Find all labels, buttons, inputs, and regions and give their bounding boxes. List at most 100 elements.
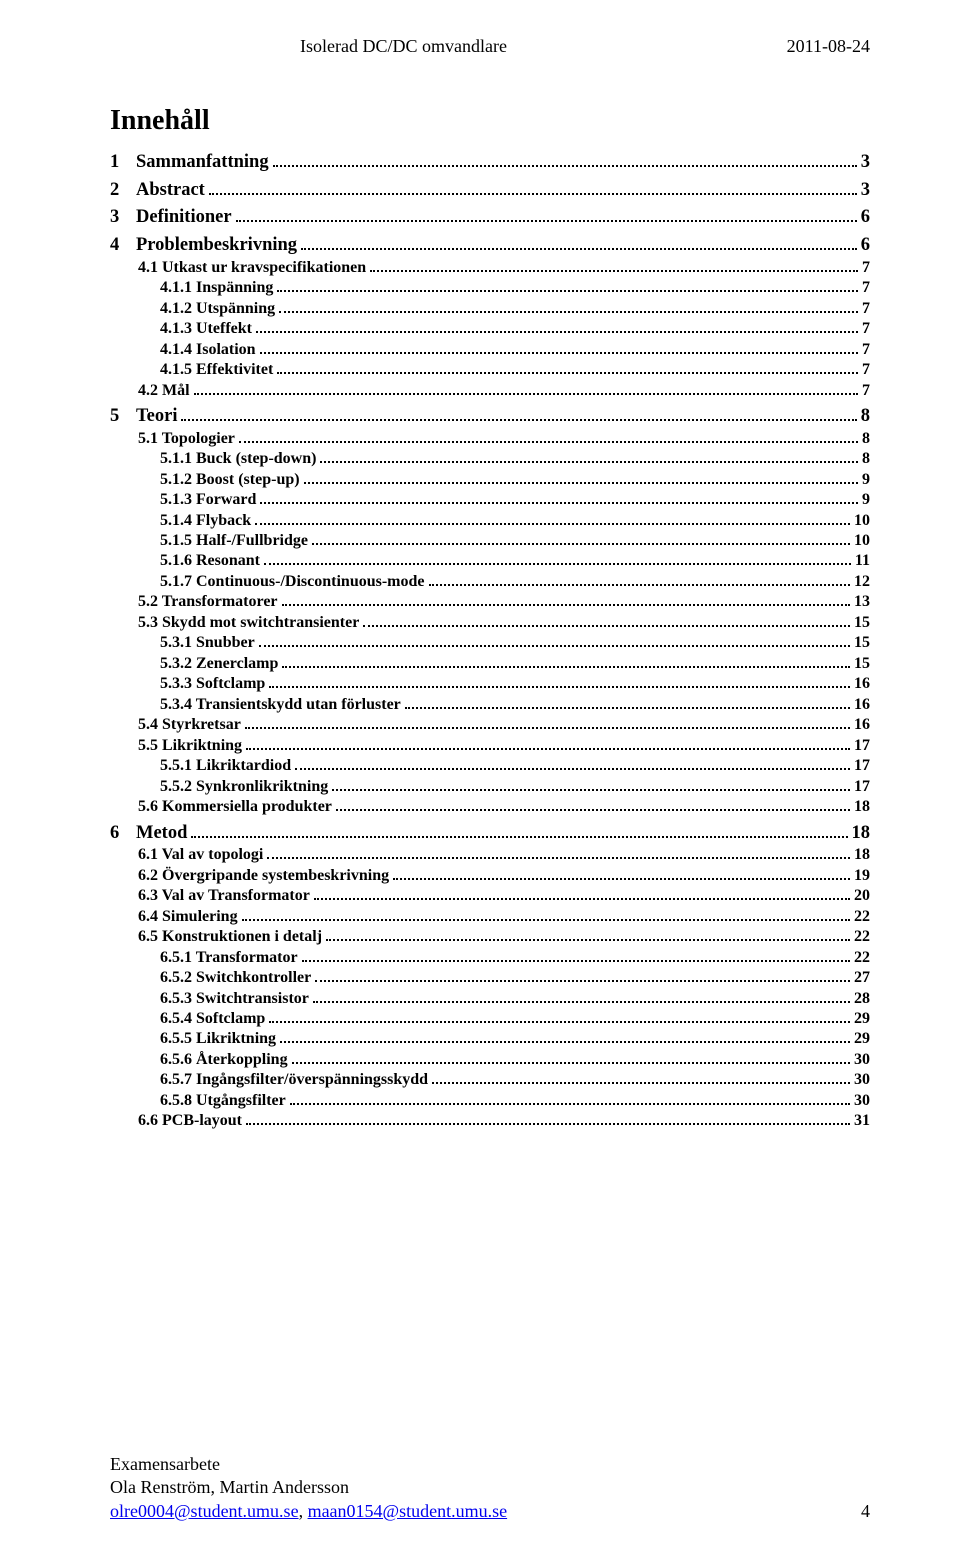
- toc-row[interactable]: 5.1.7 Continuous-/Discontinuous-mode12: [110, 572, 870, 592]
- toc-label: 6.5.6 Återkoppling: [160, 1050, 288, 1070]
- toc-row[interactable]: 5.1.4 Flyback10: [110, 511, 870, 531]
- toc-row[interactable]: 5.3.3 Softclamp16: [110, 674, 870, 694]
- toc-leader-dots: [264, 553, 851, 565]
- footer-email-1[interactable]: olre0004@student.umu.se: [110, 1501, 299, 1521]
- toc-leader-dots: [312, 533, 850, 545]
- toc-row[interactable]: 5.6 Kommersiella produkter18: [110, 797, 870, 817]
- toc-page: 7: [862, 319, 870, 339]
- toc-row[interactable]: 2Abstract3: [110, 179, 870, 203]
- toc-page: 7: [862, 258, 870, 278]
- toc-row[interactable]: 6.2 Övergripande systembeskrivning19: [110, 866, 870, 886]
- toc-leader-dots: [292, 1052, 850, 1064]
- toc-label: 5.4 Styrkretsar: [138, 715, 241, 735]
- toc-row[interactable]: 6.5.5 Likriktning 29: [110, 1029, 870, 1049]
- toc-leader-dots: [282, 594, 850, 606]
- toc-row[interactable]: 3Definitioner6: [110, 206, 870, 230]
- toc-label: 6.5.5 Likriktning: [160, 1029, 276, 1049]
- toc-row[interactable]: 6Metod18: [110, 822, 870, 846]
- toc-leader-dots: [290, 1092, 850, 1104]
- toc-row[interactable]: 5.5.1 Likriktardiod17: [110, 756, 870, 776]
- toc-row[interactable]: 5.3.1 Snubber15: [110, 633, 870, 653]
- toc-label: 5.5 Likriktning: [138, 736, 242, 756]
- toc-row[interactable]: 5.3.4 Transientskydd utan förluster16: [110, 695, 870, 715]
- toc-label: 6.3 Val av Transformator: [138, 886, 310, 906]
- toc-row[interactable]: 5.1.5 Half-/Fullbridge10: [110, 531, 870, 551]
- header: Isolerad DC/DC omvandlare 2011-08-24: [110, 36, 870, 57]
- toc-row[interactable]: 5.5 Likriktning17: [110, 736, 870, 756]
- toc-page: 12: [854, 572, 870, 592]
- toc-page: 29: [854, 1029, 870, 1049]
- toc-leader-dots: [191, 824, 847, 838]
- footer-email-2[interactable]: maan0154@student.umu.se: [308, 1501, 508, 1521]
- toc-row[interactable]: 6.5.1 Transformator22: [110, 948, 870, 968]
- toc-label: 5.1.4 Flyback: [160, 511, 251, 531]
- toc-row[interactable]: 5.4 Styrkretsar16: [110, 715, 870, 735]
- toc-page: 9: [862, 490, 870, 510]
- toc-row[interactable]: 4.1.3 Uteffekt7: [110, 319, 870, 339]
- toc-row[interactable]: 5.5.2 Synkronlikriktning 17: [110, 777, 870, 797]
- toc-row[interactable]: 5.1 Topologier8: [110, 429, 870, 449]
- toc-label: 6.5.8 Utgångsfilter: [160, 1091, 286, 1111]
- toc-label: 5Teori: [110, 405, 177, 429]
- toc-leader-dots: [269, 676, 850, 688]
- toc-leader-dots: [267, 847, 850, 859]
- toc-page: 17: [854, 777, 870, 797]
- toc-row[interactable]: 4.2 Mål7: [110, 381, 870, 401]
- toc-leader-dots: [259, 635, 850, 647]
- toc-row[interactable]: 6.5.8 Utgångsfilter30: [110, 1091, 870, 1111]
- toc-page: 31: [854, 1111, 870, 1131]
- toc-row[interactable]: 6.5.3 Switchtransistor28: [110, 989, 870, 1009]
- toc-row[interactable]: 4.1.2 Utspänning7: [110, 299, 870, 319]
- toc-leader-dots: [236, 208, 857, 222]
- toc-page: 16: [854, 695, 870, 715]
- toc-row[interactable]: 6.4 Simulering22: [110, 907, 870, 927]
- toc-row[interactable]: 5.2 Transformatorer13: [110, 592, 870, 612]
- toc-leader-dots: [246, 737, 850, 749]
- toc-page: 13: [854, 592, 870, 612]
- toc-row[interactable]: 5.1.2 Boost (step-up)9: [110, 470, 870, 490]
- toc-label: 5.3.2 Zenerclamp: [160, 654, 278, 674]
- toc-page: 7: [862, 299, 870, 319]
- toc-row[interactable]: 6.1 Val av topologi18: [110, 845, 870, 865]
- toc-row[interactable]: 5.3 Skydd mot switchtransienter15: [110, 613, 870, 633]
- toc-row[interactable]: 6.5.2 Switchkontroller27: [110, 968, 870, 988]
- toc-row[interactable]: 5.3.2 Zenerclamp15: [110, 654, 870, 674]
- toc-label: 4.1.1 Inspänning: [160, 278, 273, 298]
- toc-row[interactable]: 1Sammanfattning3: [110, 151, 870, 175]
- toc-page: 3: [861, 179, 870, 203]
- toc-row[interactable]: 6.6 PCB-layout31: [110, 1111, 870, 1131]
- toc-row[interactable]: 5.1.1 Buck (step-down)8: [110, 449, 870, 469]
- footer-page-number: 4: [861, 1500, 870, 1523]
- toc-row[interactable]: 6.5.4 Softclamp29: [110, 1009, 870, 1029]
- toc-row[interactable]: 5Teori8: [110, 405, 870, 429]
- toc-leader-dots: [269, 1011, 850, 1023]
- toc-label: 5.1.3 Forward: [160, 490, 256, 510]
- toc-leader-dots: [304, 471, 858, 483]
- toc-row[interactable]: 4.1 Utkast ur kravspecifikationen7: [110, 258, 870, 278]
- toc-row[interactable]: 4.1.4 Isolation7: [110, 340, 870, 360]
- toc-leader-dots: [326, 929, 850, 941]
- toc-label: 5.5.2 Synkronlikriktning: [160, 777, 328, 797]
- toc-label: 5.1.5 Half-/Fullbridge: [160, 531, 308, 551]
- toc-row[interactable]: 6.5 Konstruktionen i detalj22: [110, 927, 870, 947]
- toc-label: 6.5.3 Switchtransistor: [160, 989, 309, 1009]
- toc-page: 30: [854, 1050, 870, 1070]
- toc-row[interactable]: 6.5.6 Återkoppling 30: [110, 1050, 870, 1070]
- footer: Examensarbete Ola Renström, Martin Ander…: [110, 1453, 870, 1523]
- toc-num: 5: [110, 405, 136, 429]
- toc-row[interactable]: 4Problembeskrivning6: [110, 234, 870, 258]
- toc-leader-dots: [432, 1072, 850, 1084]
- toc-row[interactable]: 4.1.5 Effektivitet7: [110, 360, 870, 380]
- toc-num: 6: [110, 822, 136, 846]
- toc-row[interactable]: 6.3 Val av Transformator20: [110, 886, 870, 906]
- toc-leader-dots: [336, 799, 850, 811]
- toc-leader-dots: [260, 492, 858, 504]
- toc-row[interactable]: 6.5.7 Ingångsfilter/överspänningsskydd30: [110, 1070, 870, 1090]
- toc-label: 5.1 Topologier: [138, 429, 235, 449]
- toc-page: 27: [854, 968, 870, 988]
- toc-leader-dots: [393, 867, 850, 879]
- toc-label: 4.1.5 Effektivitet: [160, 360, 273, 380]
- toc-row[interactable]: 4.1.1 Inspänning7: [110, 278, 870, 298]
- toc-row[interactable]: 5.1.6 Resonant11: [110, 551, 870, 571]
- toc-row[interactable]: 5.1.3 Forward 9: [110, 490, 870, 510]
